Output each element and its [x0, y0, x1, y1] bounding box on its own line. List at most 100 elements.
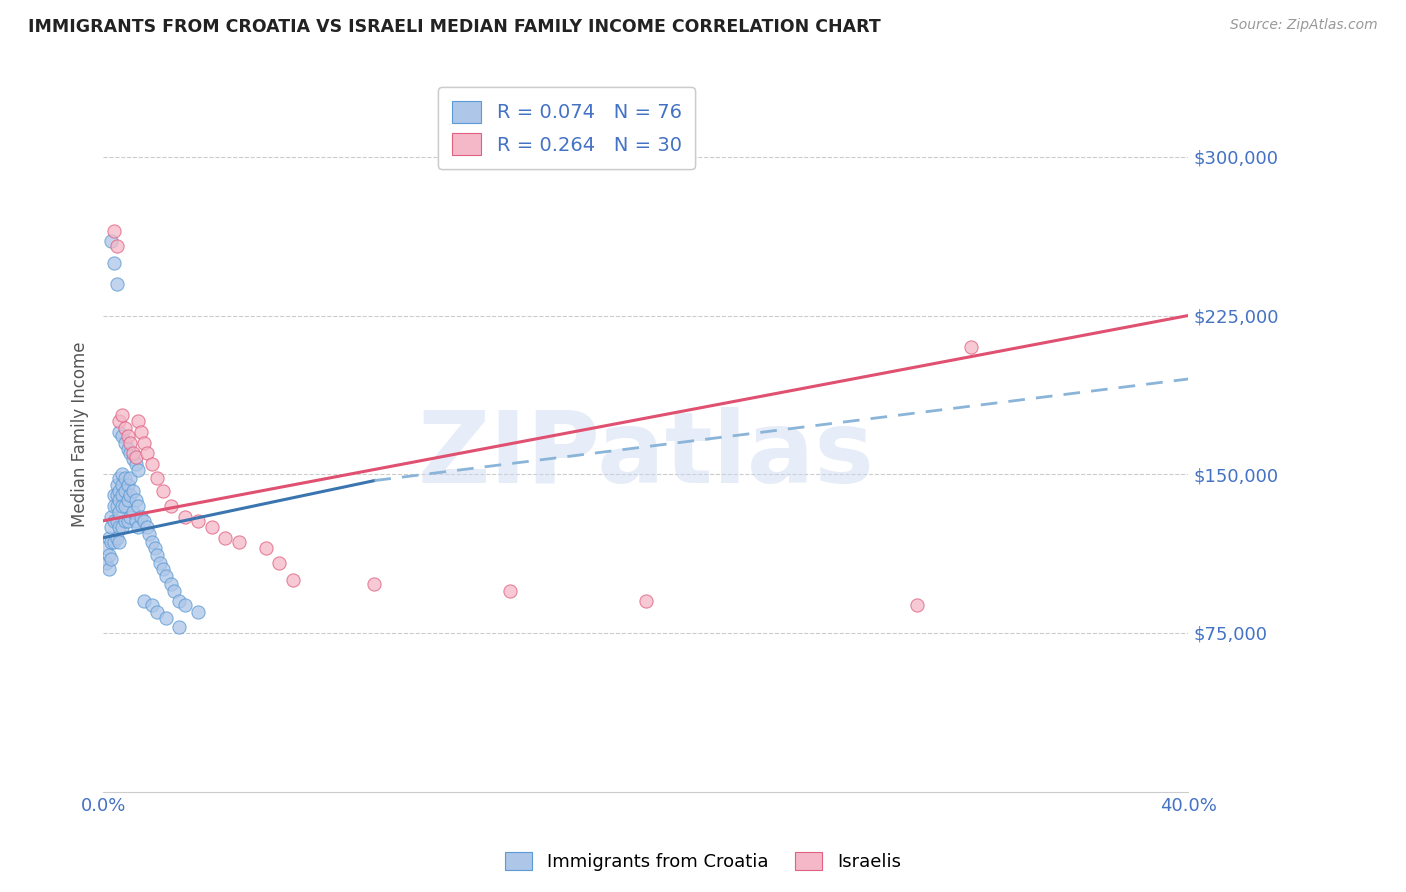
- Point: [281, 573, 304, 587]
- Point: [132, 514, 155, 528]
- Point: [114, 484, 136, 499]
- Point: [114, 471, 136, 485]
- Point: [114, 514, 136, 528]
- Point: [94, 541, 117, 556]
- Point: [122, 505, 145, 519]
- Point: [103, 224, 125, 238]
- Point: [100, 520, 122, 534]
- Point: [103, 514, 125, 528]
- Point: [103, 535, 125, 549]
- Point: [114, 420, 136, 434]
- Point: [499, 583, 522, 598]
- Point: [120, 471, 142, 485]
- Point: [120, 488, 142, 502]
- Point: [120, 435, 142, 450]
- Point: [254, 541, 277, 556]
- Point: [108, 414, 131, 428]
- Point: [122, 452, 145, 467]
- Point: [173, 509, 195, 524]
- Point: [146, 548, 169, 562]
- Point: [108, 484, 131, 499]
- Point: [114, 499, 136, 513]
- Point: [125, 514, 148, 528]
- Point: [155, 569, 177, 583]
- Point: [146, 471, 169, 485]
- Point: [111, 408, 134, 422]
- Point: [103, 488, 125, 502]
- Point: [105, 238, 128, 252]
- Point: [105, 488, 128, 502]
- Point: [167, 619, 190, 633]
- Point: [117, 514, 139, 528]
- Point: [117, 442, 139, 456]
- Y-axis label: Median Family Income: Median Family Income: [72, 342, 89, 527]
- Text: ZIPatlas: ZIPatlas: [418, 408, 875, 505]
- Point: [108, 505, 131, 519]
- Point: [129, 509, 152, 524]
- Point: [160, 577, 183, 591]
- Point: [163, 583, 186, 598]
- Point: [132, 435, 155, 450]
- Point: [155, 611, 177, 625]
- Point: [214, 531, 236, 545]
- Point: [125, 450, 148, 465]
- Point: [127, 499, 149, 513]
- Point: [108, 492, 131, 507]
- Point: [122, 484, 145, 499]
- Point: [111, 499, 134, 513]
- Point: [905, 599, 928, 613]
- Point: [127, 520, 149, 534]
- Point: [97, 531, 120, 545]
- Point: [187, 605, 209, 619]
- Legend: Immigrants from Croatia, Israelis: Immigrants from Croatia, Israelis: [498, 845, 908, 879]
- Point: [141, 457, 163, 471]
- Point: [152, 484, 174, 499]
- Point: [269, 556, 291, 570]
- Point: [141, 599, 163, 613]
- Point: [143, 541, 166, 556]
- Point: [141, 535, 163, 549]
- Point: [187, 514, 209, 528]
- Point: [960, 340, 983, 354]
- Point: [108, 520, 131, 534]
- Point: [363, 577, 385, 591]
- Point: [100, 509, 122, 524]
- Point: [117, 492, 139, 507]
- Point: [111, 488, 134, 502]
- Point: [111, 478, 134, 492]
- Point: [125, 492, 148, 507]
- Point: [105, 478, 128, 492]
- Point: [127, 463, 149, 477]
- Point: [120, 509, 142, 524]
- Point: [103, 499, 125, 513]
- Point: [634, 594, 657, 608]
- Legend: R = 0.074   N = 76, R = 0.264   N = 30: R = 0.074 N = 76, R = 0.264 N = 30: [439, 87, 696, 169]
- Point: [108, 425, 131, 439]
- Point: [100, 235, 122, 249]
- Point: [108, 535, 131, 549]
- Point: [111, 429, 134, 443]
- Point: [127, 414, 149, 428]
- Point: [167, 594, 190, 608]
- Point: [114, 435, 136, 450]
- Point: [146, 605, 169, 619]
- Point: [201, 520, 224, 534]
- Point: [117, 429, 139, 443]
- Point: [117, 478, 139, 492]
- Point: [103, 255, 125, 269]
- Point: [149, 556, 172, 570]
- Point: [132, 594, 155, 608]
- Point: [122, 446, 145, 460]
- Point: [111, 520, 134, 534]
- Point: [105, 277, 128, 291]
- Point: [100, 535, 122, 549]
- Point: [100, 552, 122, 566]
- Point: [135, 446, 157, 460]
- Point: [105, 499, 128, 513]
- Point: [108, 471, 131, 485]
- Point: [125, 457, 148, 471]
- Point: [173, 599, 195, 613]
- Point: [94, 556, 117, 570]
- Point: [97, 548, 120, 562]
- Point: [152, 562, 174, 576]
